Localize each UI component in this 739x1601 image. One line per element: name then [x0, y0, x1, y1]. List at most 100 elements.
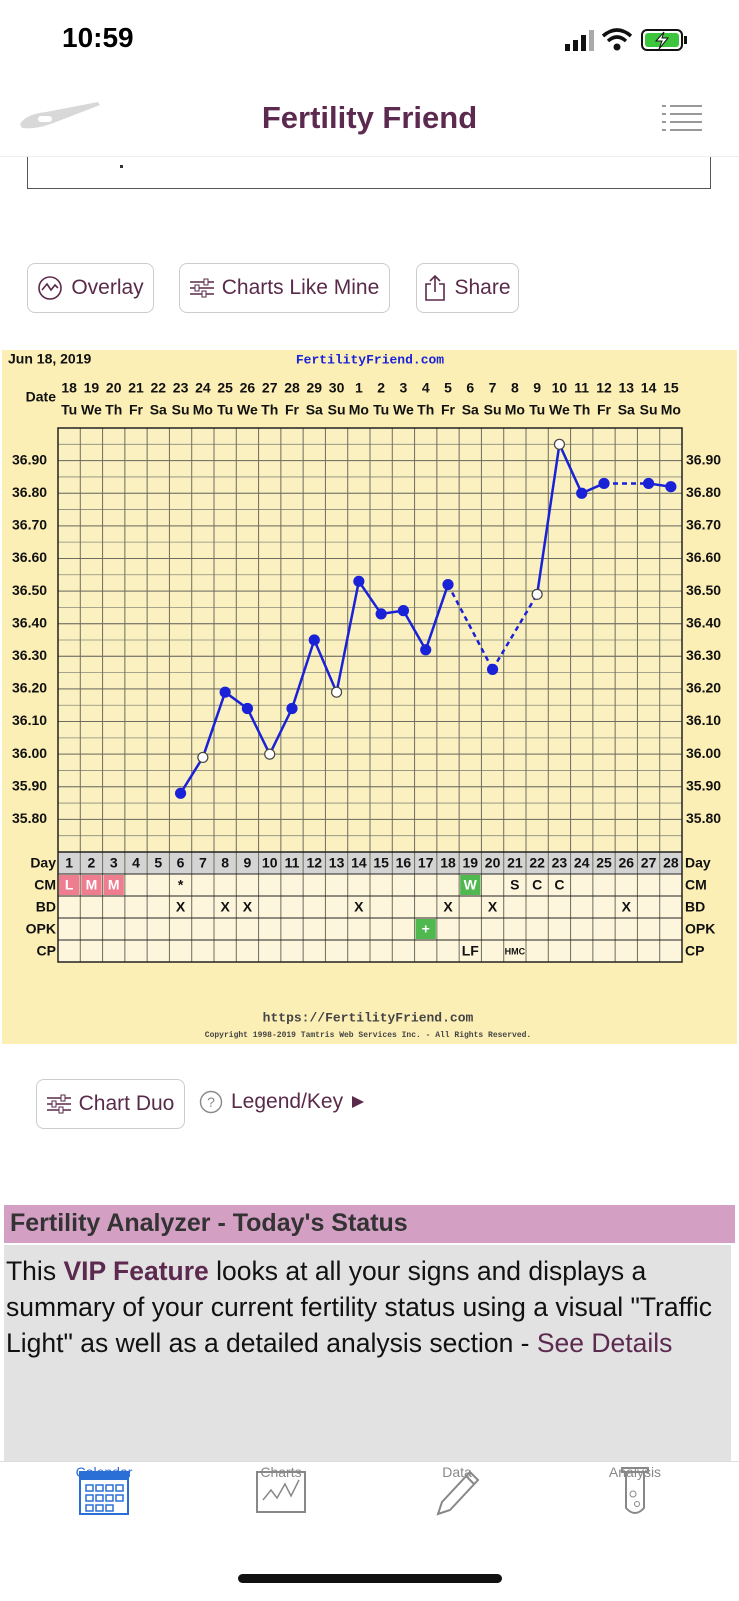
row-label-right: CP [685, 943, 704, 959]
date-label: 1 [355, 380, 363, 396]
analyzer-body: This VIP Feature looks at all your signs… [4, 1245, 731, 1461]
day-label: 12 [306, 855, 322, 871]
tab-label[interactable]: Analysis [608, 1464, 662, 1480]
sign-cell: M [108, 877, 120, 893]
y-tick-label-right: 35.90 [686, 777, 721, 793]
temperature-point [174, 787, 187, 799]
charts-like-mine-button[interactable]: Charts Like Mine [179, 263, 390, 313]
y-tick-label: 36.50 [12, 582, 47, 598]
row-label: BD [36, 899, 56, 915]
note-box [27, 157, 711, 189]
temperature-point [420, 644, 432, 656]
temperature-point [308, 634, 320, 646]
help-icon: ? [199, 1090, 223, 1114]
sign-cell: X [176, 899, 186, 915]
temperature-line [290, 639, 316, 709]
day-label: 22 [529, 855, 545, 871]
see-details-link[interactable]: See Details [536, 1328, 673, 1358]
date-label: 28 [284, 380, 300, 396]
date-label: 24 [195, 380, 211, 396]
weekday-label: Su [328, 402, 346, 418]
y-tick-label-right: 36.60 [686, 549, 721, 565]
weekday-label: Fr [441, 402, 456, 418]
date-label: 20 [106, 380, 122, 396]
sliders-icon [46, 1094, 71, 1114]
button-label: Charts Like Mine [221, 276, 380, 299]
weekday-label: Su [484, 402, 502, 418]
weekday-label: Th [105, 402, 122, 418]
temperature-line [357, 580, 383, 615]
y-tick-label: 36.40 [12, 614, 47, 630]
day-label: 7 [199, 855, 207, 871]
temperature-point [353, 575, 365, 587]
highlight-cell [460, 875, 481, 895]
tab-label[interactable]: Data [442, 1464, 472, 1480]
day-label: 9 [244, 855, 252, 871]
y-tick-label-right: 36.50 [686, 582, 721, 598]
highlight-cell [59, 875, 80, 895]
sign-cell: W [464, 877, 478, 893]
chart-duo-button[interactable]: Chart Duo [36, 1079, 185, 1129]
tab-label[interactable]: Charts [260, 1464, 302, 1480]
legend-key-link[interactable]: ? Legend/Key [199, 1090, 365, 1114]
temperature-line [424, 584, 450, 651]
tab-label[interactable]: Calendar [75, 1464, 133, 1480]
day-label: 28 [663, 855, 679, 871]
date-label: 11 [574, 380, 589, 396]
row-label-right: BD [685, 899, 705, 915]
weekday-label: We [237, 402, 258, 418]
temperature-point [219, 686, 231, 698]
day-label: 19 [462, 855, 478, 871]
day-label: 27 [641, 855, 657, 871]
temperature-line [535, 444, 561, 595]
temperature-point [375, 608, 387, 620]
home-indicator [238, 1574, 502, 1583]
sign-cell: + [422, 921, 430, 937]
day-label: 26 [618, 855, 634, 871]
link-label: Legend/Key [231, 1090, 344, 1113]
day-label: 3 [110, 855, 118, 871]
temperature-line [246, 707, 271, 755]
analysis-icon [621, 1467, 649, 1514]
temperature-line [402, 610, 427, 651]
overlay-button[interactable]: Overlay [27, 263, 154, 313]
temperature-point [598, 477, 610, 490]
weekday-label: Fr [129, 402, 144, 418]
weekday-label: Fr [285, 402, 300, 418]
y-tick-label: 36.90 [12, 451, 47, 467]
row-label: OPK [26, 921, 56, 937]
sign-cell: X [443, 899, 453, 915]
x-axis-label: Day [30, 855, 56, 871]
svg-text:?: ? [207, 1094, 215, 1110]
menu-icon[interactable] [662, 104, 704, 132]
y-tick-label: 36.10 [12, 712, 47, 728]
y-tick-label: 36.20 [12, 680, 47, 696]
day-label: 2 [88, 855, 96, 871]
date-label: 2 [377, 380, 385, 396]
date-label: 27 [262, 380, 278, 396]
temperature-line [268, 707, 294, 755]
share-button[interactable]: Share [416, 263, 519, 313]
date-label: 30 [329, 380, 345, 396]
day-label: 25 [596, 855, 612, 871]
temperature-point [486, 663, 499, 675]
share-icon [425, 274, 446, 301]
chart-site: FertilityFriend.com [296, 352, 444, 367]
day-label: 4 [132, 855, 140, 871]
weekday-label: We [393, 402, 414, 418]
logo-icon [20, 102, 100, 129]
weekday-label: We [549, 402, 570, 418]
sign-cell: HMC [505, 946, 526, 956]
date-label: 6 [466, 380, 474, 396]
sign-cell: X [488, 899, 498, 915]
date-label: 26 [240, 380, 256, 396]
y-tick-label-right: 36.40 [686, 614, 721, 630]
date-label: 19 [84, 380, 100, 396]
date-label: 15 [663, 380, 679, 396]
y-tick-label: 36.70 [12, 517, 47, 533]
y-tick-label-right: 36.70 [686, 517, 721, 533]
analyzer-header: Fertility Analyzer - Today's Status [4, 1205, 735, 1243]
date-label: 9 [533, 380, 541, 396]
data-icon [436, 1470, 480, 1516]
